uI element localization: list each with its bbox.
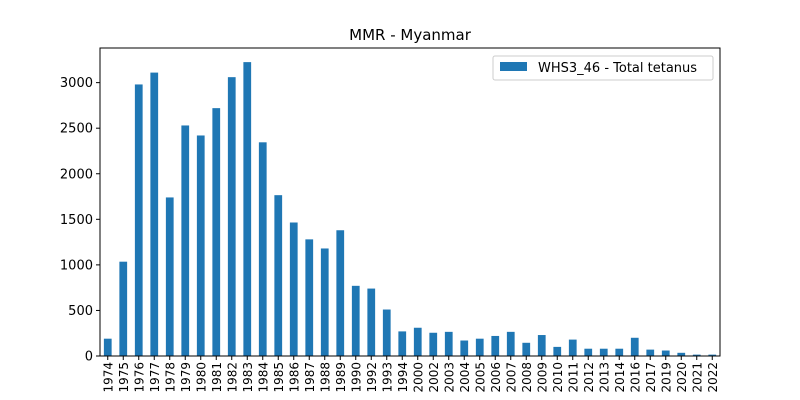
x-tick-label-2010: 2010: [551, 362, 565, 393]
y-tick-label-1000: 1000: [60, 258, 93, 273]
x-tick-label-1984: 1984: [256, 362, 270, 393]
x-tick-label-1980: 1980: [194, 362, 208, 393]
y-tick-label-1500: 1500: [60, 213, 93, 228]
bar-2012: [584, 348, 593, 356]
x-tick-label-2003: 2003: [442, 362, 456, 393]
bar-2004: [460, 340, 469, 356]
bar-1988: [320, 248, 329, 356]
legend-label: WHS3_46 - Total tetanus: [538, 61, 697, 76]
bar-1982: [227, 77, 236, 356]
y-tick-label-2500: 2500: [60, 122, 93, 137]
bar-2000: [413, 327, 422, 356]
bar-1975: [119, 261, 128, 356]
bar-2017: [646, 349, 655, 356]
bar-1979: [181, 125, 190, 357]
bar-2022: [708, 354, 717, 356]
x-tick-label-1989: 1989: [334, 362, 348, 393]
bar-2009: [537, 335, 546, 356]
x-tick-label-2002: 2002: [427, 362, 441, 393]
x-tick-label-1986: 1986: [287, 362, 301, 393]
x-tick-label-1974: 1974: [101, 362, 115, 393]
bar-2020: [677, 352, 686, 356]
bar-1976: [134, 84, 143, 356]
bar-1974: [103, 338, 112, 356]
x-tick-label-2017: 2017: [644, 362, 658, 393]
x-tick-label-2004: 2004: [458, 362, 472, 393]
bar-1980: [196, 135, 205, 356]
bar-2008: [522, 342, 531, 356]
bar-2010: [553, 346, 562, 356]
x-tick-label-1978: 1978: [163, 362, 177, 393]
bar-1993: [382, 309, 391, 356]
x-tick-label-1994: 1994: [396, 362, 410, 393]
chart-title: MMR - Myanmar: [349, 26, 472, 44]
bar-1992: [367, 288, 376, 356]
bar-1987: [305, 239, 314, 356]
x-tick-label-1981: 1981: [210, 362, 224, 393]
bar-1989: [336, 230, 345, 356]
plot-frame: [99, 47, 721, 357]
x-tick-label-1975: 1975: [117, 362, 131, 393]
x-tick-label-1977: 1977: [148, 362, 162, 393]
x-tick-label-1988: 1988: [318, 362, 332, 393]
bar-1978: [165, 197, 174, 356]
legend-swatch: [500, 62, 527, 71]
bar-1994: [398, 331, 407, 356]
x-tick-label-2014: 2014: [613, 362, 627, 393]
x-tick-label-1990: 1990: [349, 362, 363, 393]
bar-2014: [615, 348, 624, 356]
bar-2011: [568, 339, 577, 356]
y-tick-label-3000: 3000: [60, 76, 93, 91]
y-axis: 0 500 1000 1500 2000 2500 3000: [60, 76, 100, 365]
bar-1990: [351, 285, 360, 356]
x-tick-label-2021: 2021: [690, 362, 704, 393]
y-tick-label-500: 500: [68, 304, 93, 319]
x-tick-label-2009: 2009: [535, 362, 549, 393]
bar-2006: [491, 335, 500, 356]
y-tick-label-2000: 2000: [60, 167, 93, 182]
bar-2019: [661, 350, 670, 356]
x-tick-label-2020: 2020: [675, 362, 689, 393]
x-tick-label-2008: 2008: [520, 362, 534, 393]
bar-2007: [506, 331, 515, 356]
x-tick-label-2012: 2012: [582, 362, 596, 393]
x-tick-label-1982: 1982: [225, 362, 239, 393]
x-tick-label-1987: 1987: [303, 362, 317, 393]
x-tick-label-2000: 2000: [411, 362, 425, 393]
x-tick-label-1983: 1983: [241, 362, 255, 393]
bar-1977: [150, 72, 159, 356]
x-tick-label-2016: 2016: [628, 362, 642, 393]
x-tick-label-2013: 2013: [597, 362, 611, 393]
x-tick-label-2006: 2006: [489, 362, 503, 393]
x-tick-label-2005: 2005: [473, 362, 487, 393]
bar-2013: [599, 348, 608, 356]
x-tick-label-1976: 1976: [132, 362, 146, 393]
bar-1985: [274, 195, 283, 356]
x-tick-label-2022: 2022: [706, 362, 720, 393]
x-tick-label-2019: 2019: [659, 362, 673, 393]
legend-box: [492, 55, 714, 81]
x-tick-label-1985: 1985: [272, 362, 286, 393]
bar-1983: [243, 62, 252, 357]
bar-2016: [630, 337, 639, 356]
y-tick-label-0: 0: [85, 350, 93, 365]
bar-2002: [429, 332, 438, 356]
x-tick-label-2011: 2011: [566, 362, 580, 393]
bar-1986: [289, 222, 298, 356]
bar-2021: [692, 354, 701, 356]
x-tick-label-1992: 1992: [365, 362, 379, 393]
bar-2003: [444, 331, 453, 356]
legend: WHS3_46 - Total tetanus: [492, 55, 714, 81]
x-tick-label-1979: 1979: [179, 362, 193, 393]
bar-2005: [475, 338, 484, 356]
bar-1981: [212, 108, 221, 356]
bar-1984: [258, 142, 267, 356]
x-tick-label-1993: 1993: [380, 362, 394, 393]
bars-group: [103, 62, 717, 357]
x-axis: 1974 1975 1976 1977 1978 1979 1980 1981 1982 1983…: [101, 356, 720, 393]
x-tick-label-2007: 2007: [504, 362, 518, 393]
